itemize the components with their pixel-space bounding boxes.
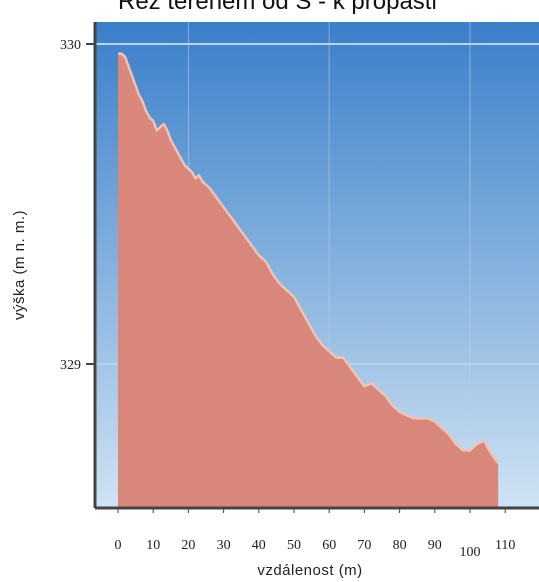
x-tick-label-70: 70	[357, 538, 371, 553]
y-tick-label-330: 330	[60, 38, 81, 53]
x-tick-label-20: 20	[181, 538, 195, 553]
x-tick-label-80: 80	[393, 538, 407, 553]
x-tick-label-0: 0	[115, 538, 122, 553]
terrain-area-layer	[118, 52, 500, 507]
x-tick-label-60: 60	[322, 538, 336, 553]
terrain-profile-line	[118, 52, 500, 464]
chart-title: Řez terénem od S - k propasti	[118, 0, 437, 15]
y-tick-label-329: 329	[60, 358, 81, 373]
x-tick-label-90: 90	[428, 538, 442, 553]
terrain-area	[118, 53, 499, 507]
x-tick-label-50: 50	[287, 538, 301, 553]
x-tick-label-10: 10	[146, 538, 160, 553]
axis-ticks: 330 329 0 10 20 30 40 50 60 70 80 90 100 110	[60, 38, 515, 560]
x-axis-title: vzdálenost (m)	[257, 562, 362, 579]
x-tick-label-30: 30	[217, 538, 231, 553]
x-tick-label-100: 100	[460, 545, 481, 560]
y-axis-title: výška (m n. m.)	[11, 210, 28, 320]
x-tick-label-110: 110	[495, 538, 515, 553]
x-tick-label-40: 40	[252, 538, 266, 553]
